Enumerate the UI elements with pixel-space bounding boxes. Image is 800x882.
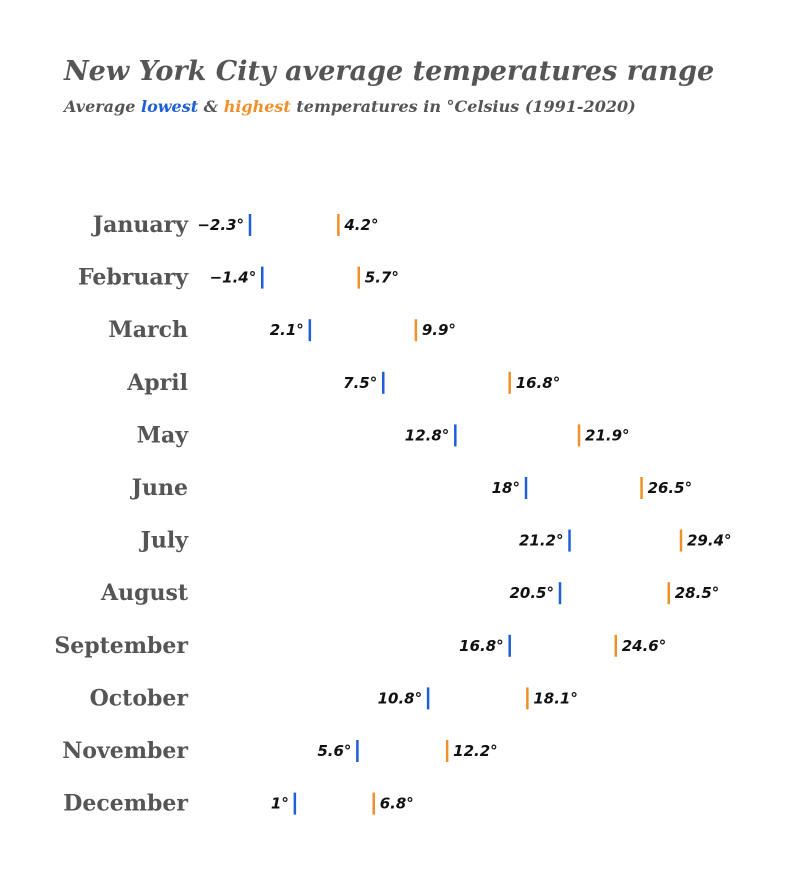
- low-value-label: 21.2°: [519, 532, 564, 550]
- high-value-label: 12.2°: [453, 742, 498, 760]
- month-row: December 1° 6.8°: [63, 791, 414, 817]
- low-value-label: 10.8°: [378, 689, 423, 707]
- high-value-label: 29.4°: [687, 532, 732, 550]
- high-value-label: 16.8°: [516, 374, 561, 392]
- month-label: June: [130, 475, 188, 501]
- month-row: October 10.8° 18.1°: [90, 685, 578, 711]
- high-value-label: 4.2°: [343, 216, 378, 234]
- low-value-label: 12.8°: [405, 426, 450, 444]
- low-value-label: 18°: [492, 479, 520, 497]
- low-value-label: −2.3°: [197, 216, 244, 234]
- low-value-label: 20.5°: [509, 584, 554, 602]
- month-label: December: [63, 791, 188, 817]
- month-label: February: [78, 265, 189, 291]
- subtitle-suffix: temperatures in °Celsius (1991-2020): [290, 97, 636, 116]
- month-row: March 2.1° 9.9°: [108, 317, 456, 343]
- high-value-label: 28.5°: [675, 584, 720, 602]
- month-row: January −2.3° 4.2°: [91, 212, 379, 238]
- month-row: May 12.8° 21.9°: [137, 422, 630, 448]
- low-value-label: 7.5°: [343, 374, 377, 392]
- high-value-label: 6.8°: [380, 795, 414, 813]
- low-value-label: 1°: [271, 795, 289, 813]
- chart-title: New York City average temperatures range: [64, 56, 715, 87]
- low-value-label: 16.8°: [459, 637, 504, 655]
- month-row: November 5.6° 12.2°: [62, 738, 497, 764]
- subtitle-mid: &: [198, 97, 224, 116]
- high-value-label: 5.7°: [365, 269, 399, 287]
- month-label: January: [91, 212, 190, 238]
- month-label: April: [126, 370, 188, 396]
- month-row: July 21.2° 29.4°: [138, 528, 731, 554]
- month-label: September: [54, 633, 188, 659]
- month-row: September 16.8° 24.6°: [54, 633, 666, 659]
- month-label: July: [138, 528, 189, 554]
- chart-subtitle: Average lowest & highest temperatures in…: [64, 97, 636, 116]
- month-row: August 20.5° 28.5°: [100, 580, 719, 606]
- low-value-label: −1.4°: [210, 269, 257, 287]
- high-value-label: 24.6°: [622, 637, 667, 655]
- month-row: April 7.5° 16.8°: [126, 370, 560, 396]
- high-value-label: 18.1°: [533, 689, 578, 707]
- month-label: August: [100, 580, 189, 606]
- subtitle-highest: highest: [223, 97, 291, 116]
- high-value-label: 21.9°: [585, 426, 630, 444]
- month-label: November: [62, 738, 188, 764]
- subtitle-prefix: Average: [64, 97, 141, 116]
- subtitle-lowest: lowest: [140, 97, 199, 116]
- high-value-label: 9.9°: [422, 321, 456, 339]
- month-row: February −1.4° 5.7°: [78, 265, 399, 291]
- month-row: June 18° 26.5°: [130, 475, 692, 501]
- month-label: May: [137, 422, 190, 448]
- month-label: March: [108, 317, 188, 343]
- low-value-label: 2.1°: [270, 321, 304, 339]
- month-label: October: [90, 685, 189, 711]
- low-value-label: 5.6°: [317, 742, 351, 760]
- high-value-label: 26.5°: [648, 479, 693, 497]
